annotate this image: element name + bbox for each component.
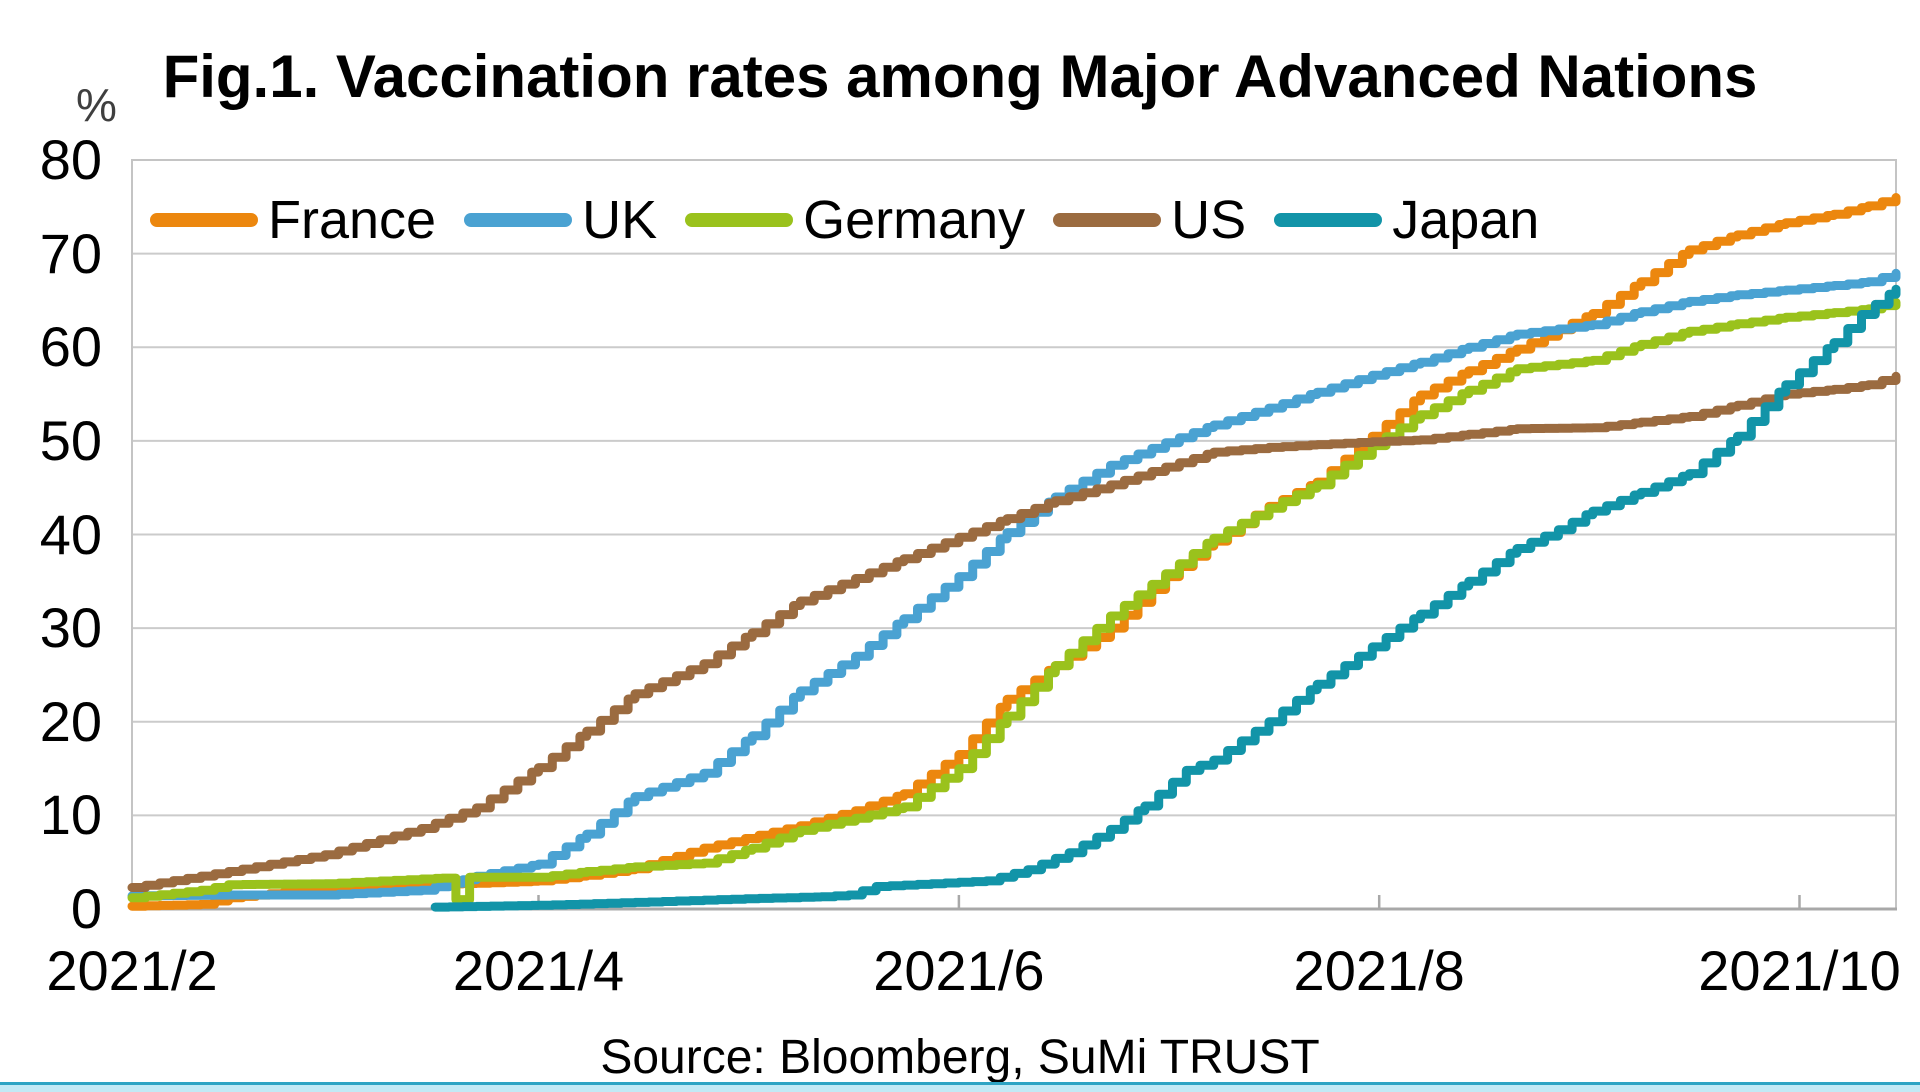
legend-label-france: France (268, 190, 437, 250)
series-line-us (127, 371, 1901, 892)
legend-swatch-germany (685, 213, 794, 227)
series-line-france (127, 193, 1901, 911)
y-tick-label-0: 0 (70, 877, 102, 940)
legend-swatch-us (1053, 213, 1162, 227)
legend-swatch-japan (1274, 213, 1383, 227)
legend-item-germany: Germany (685, 192, 1025, 248)
series-line-japan (430, 284, 1901, 912)
y-tick-label-20: 20 (39, 689, 102, 753)
x-tick-label-2021-10: 2021/10 (1698, 939, 1901, 1002)
y-tick-label-40: 40 (39, 502, 102, 566)
legend-label-japan: Japan (1392, 190, 1540, 250)
legend-swatch-france (150, 213, 258, 227)
x-tick-label-2021-6: 2021/6 (873, 939, 1045, 1002)
series-line-germany (127, 297, 1901, 905)
x-tick-label-2021-8: 2021/8 (1293, 939, 1465, 1002)
legend-item-japan: Japan (1274, 192, 1539, 248)
chart-title: Fig.1. Vaccination rates among Major Adv… (162, 43, 1758, 110)
y-tick-label-70: 70 (39, 221, 102, 285)
y-axis-unit-label: % (76, 79, 117, 131)
legend-item-us: US (1053, 192, 1246, 248)
x-tick-label-2021-2: 2021/2 (46, 939, 218, 1002)
bottom-accent-strip (0, 1082, 1920, 1092)
y-tick-label-50: 50 (39, 408, 102, 472)
legend-label-germany: Germany (803, 190, 1026, 250)
legend-label-uk: UK (582, 190, 658, 250)
legend-label-us: US (1171, 190, 1247, 250)
series-line-uk (127, 268, 1901, 901)
y-tick-label-30: 30 (39, 596, 102, 660)
legend-swatch-uk (464, 213, 573, 227)
source-note: Source: Bloomberg, SuMi TRUST (600, 1031, 1320, 1084)
legend-item-uk: UK (464, 192, 657, 248)
legend-item-france: France (150, 192, 436, 248)
y-tick-label-10: 10 (39, 783, 102, 847)
y-tick-label-60: 60 (39, 315, 102, 379)
y-tick-label-80: 80 (39, 128, 102, 191)
x-tick-label-2021-4: 2021/4 (452, 939, 625, 1002)
legend: France UK Germany US Japan (150, 192, 1539, 248)
